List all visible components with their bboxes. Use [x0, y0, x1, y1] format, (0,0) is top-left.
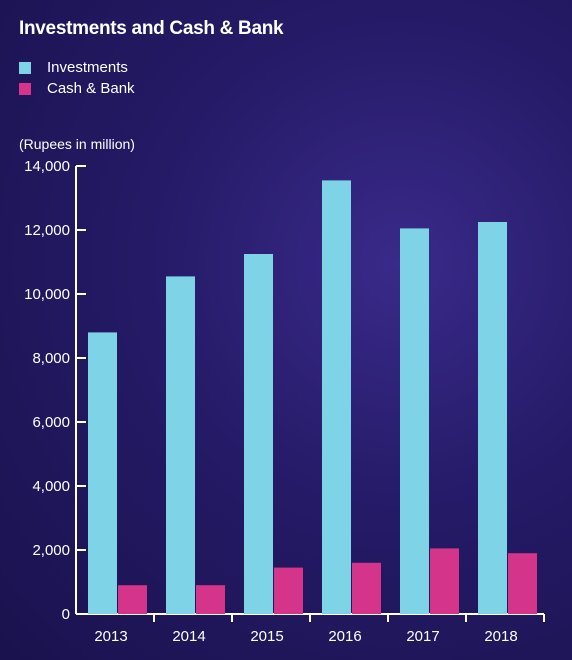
y-tick-label: 8,000 — [32, 350, 70, 367]
legend-item-cash-bank: Cash & Bank — [19, 78, 135, 99]
legend-swatch-investments — [19, 61, 31, 74]
bar-investments-2018 — [478, 222, 507, 614]
bar-cash-bank-2015 — [274, 567, 303, 614]
y-tick-label: 14,000 — [24, 158, 70, 175]
legend-label-cash-bank: Cash & Bank — [47, 80, 135, 97]
y-tick-label: 6,000 — [32, 414, 70, 431]
y-tick-label: 12,000 — [24, 222, 70, 239]
x-tick-label: 2018 — [484, 628, 517, 645]
bar-investments-2013 — [88, 332, 117, 614]
bar-investments-2017 — [400, 228, 429, 614]
x-tick-label: 2014 — [172, 628, 205, 645]
bar-cash-bank-2016 — [352, 562, 381, 614]
legend: Investments Cash & Bank — [19, 57, 135, 99]
bar-investments-2016 — [322, 180, 351, 614]
bar-cash-bank-2013 — [118, 585, 147, 614]
bar-investments-2014 — [166, 276, 195, 614]
bar-cash-bank-2018 — [508, 553, 537, 614]
x-tick-label: 2013 — [94, 628, 127, 645]
legend-item-investments: Investments — [19, 57, 135, 78]
bar-cash-bank-2017 — [430, 548, 459, 614]
x-tick-label: 2016 — [328, 628, 361, 645]
y-tick-label: 0 — [62, 606, 70, 623]
y-tick-label: 10,000 — [24, 286, 70, 303]
legend-label-investments: Investments — [47, 59, 128, 76]
bar-cash-bank-2014 — [196, 585, 225, 614]
legend-swatch-cash-bank — [19, 82, 31, 95]
x-tick-label: 2015 — [250, 628, 283, 645]
y-tick-label: 2,000 — [32, 542, 70, 559]
y-axis-unit-label: (Rupees in million) — [19, 136, 135, 152]
x-tick-label: 2017 — [406, 628, 439, 645]
chart-title: Investments and Cash & Bank — [19, 18, 284, 39]
bar-investments-2015 — [244, 254, 273, 614]
y-tick-label: 4,000 — [32, 478, 70, 495]
